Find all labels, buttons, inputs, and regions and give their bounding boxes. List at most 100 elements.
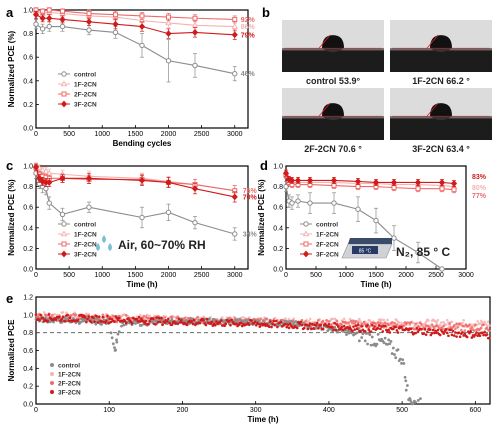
scatter-point <box>295 323 299 326</box>
panel-b: b control 53.9° 1F-2CN 66.2 ° 2F-2CN 70.6 °… <box>262 5 492 154</box>
scatter-point <box>442 332 446 335</box>
data-point <box>191 29 199 36</box>
data-point <box>232 231 238 237</box>
data-point <box>43 185 49 192</box>
scatter-point <box>381 330 385 333</box>
legend-e: control 1F-2CN 2F-2CN 3F-2CN <box>50 362 81 396</box>
legend-marker <box>302 230 310 237</box>
scatter-point <box>101 313 105 317</box>
data-point <box>86 11 92 17</box>
x-tick-label: 100 <box>103 407 115 414</box>
data-point <box>415 186 421 192</box>
scatter-point <box>143 322 147 325</box>
data-point <box>59 23 66 30</box>
scatter-point <box>397 321 401 324</box>
scatter-point <box>60 317 64 321</box>
data-point <box>306 177 314 184</box>
scatter-point <box>402 362 406 365</box>
scatter-point <box>122 323 126 327</box>
scatter-point <box>299 320 303 324</box>
scatter-point <box>143 317 147 321</box>
scatter-point <box>379 321 382 325</box>
y-tick-label: 0.0 <box>273 267 283 274</box>
data-point <box>59 16 66 23</box>
y-tick-label: 1.0 <box>23 312 33 319</box>
data-point <box>39 166 46 173</box>
hotplate-display <box>352 246 378 254</box>
scatter-point <box>158 320 162 324</box>
y-tick-label: 0.2 <box>23 384 33 391</box>
series-line-2F-2CN <box>35 9 235 20</box>
scatter-point <box>377 324 381 327</box>
scatter-point <box>359 330 362 333</box>
scatter-point <box>80 317 84 321</box>
data-point <box>373 217 379 224</box>
scatter-point <box>481 331 484 335</box>
data-point <box>451 187 457 193</box>
scatter-point <box>202 319 205 322</box>
scatter-point <box>360 336 364 339</box>
scatter-point <box>463 332 467 336</box>
scatter-point <box>79 320 82 324</box>
scatter-point <box>276 325 279 329</box>
scatter-point <box>406 384 409 387</box>
scatter-point <box>107 321 110 325</box>
scatter-point <box>454 331 457 334</box>
end-value-label: 46% <box>241 71 256 78</box>
scatter-point <box>474 333 477 336</box>
scatter-point <box>438 323 442 326</box>
legend-entry: control <box>58 362 80 369</box>
data-point <box>191 185 199 192</box>
x-axis-title: Time (h) <box>248 415 279 424</box>
scatter-point <box>455 322 458 326</box>
scatter-point <box>140 317 143 321</box>
data-point <box>139 214 145 221</box>
scatter-point <box>388 331 392 334</box>
scatter-point <box>376 321 380 324</box>
scatter-point <box>163 316 167 319</box>
scatter-point <box>348 317 352 321</box>
scatter-point <box>295 326 299 330</box>
scatter-point <box>284 322 287 326</box>
substrate <box>390 118 492 140</box>
scatter-point <box>222 319 225 323</box>
scatter-point <box>468 323 471 326</box>
scatter-point <box>136 320 140 323</box>
scatter-point <box>113 346 116 349</box>
contact-angle-photo <box>390 88 492 140</box>
scatter-point <box>83 316 87 319</box>
scatter-point <box>456 326 460 329</box>
legend-entry: 2F-2CN <box>74 91 97 98</box>
legend-entry: 1F-2CN <box>74 231 97 238</box>
scatter-point <box>396 331 400 334</box>
scatter-point <box>112 314 115 318</box>
scatter-point <box>340 323 344 326</box>
scatter-point <box>270 325 273 329</box>
y-tick-label: 0.6 <box>23 55 33 62</box>
y-axis-title: Normalized PCE <box>7 319 16 381</box>
scatter-point <box>154 319 157 323</box>
scatter-point <box>85 320 88 324</box>
scatter-point <box>302 326 306 330</box>
data-point <box>439 266 445 272</box>
scatter-point <box>47 313 51 316</box>
droplet-glyph <box>108 243 112 251</box>
scatter-point <box>445 331 449 335</box>
y-tick-label: 0.4 <box>273 225 283 232</box>
scatter-point <box>92 316 95 320</box>
scatter-point <box>284 317 287 320</box>
series-line-control <box>35 23 235 75</box>
scatter-point <box>76 318 80 322</box>
scatter-point <box>380 318 383 321</box>
scatter-point <box>306 327 310 331</box>
droplet-glyph <box>102 235 106 243</box>
scatter-point <box>404 388 408 392</box>
scatter-point <box>325 319 328 322</box>
scatter-point <box>332 328 335 332</box>
legend-entry: 2F-2CN <box>58 380 81 387</box>
tangent-line <box>318 102 331 117</box>
droplet-reflection <box>430 48 452 53</box>
scatter-point <box>416 322 420 325</box>
scatter-point <box>474 323 477 327</box>
